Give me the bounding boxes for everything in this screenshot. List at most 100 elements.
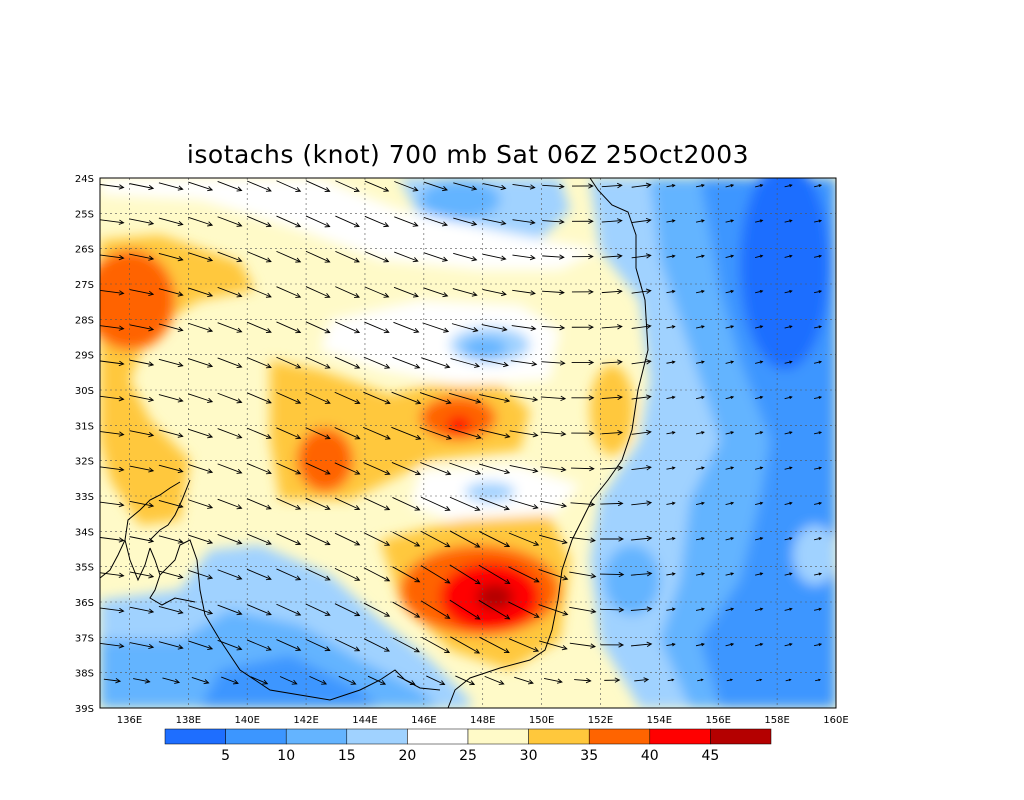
wind-arrow (129, 430, 155, 438)
latitude-tick-label: 36S (75, 598, 94, 609)
wind-arrow (129, 359, 155, 367)
wind-arrow (309, 675, 328, 685)
longitude-tick-label: 144E (352, 715, 377, 726)
map-title: isotachs (knot) 700 mb Sat 06Z 25Oct2003 (186, 140, 750, 169)
wind-arrow (814, 607, 823, 611)
wind-arrow (666, 325, 676, 329)
wind-arrow (755, 184, 764, 188)
isotach-10-15-north (420, 180, 500, 220)
wind-arrow (129, 218, 155, 226)
wind-arrow (100, 325, 125, 331)
wind-arrow (217, 534, 243, 545)
wind-arrow (630, 606, 653, 612)
wind-arrow (666, 466, 676, 470)
wind-arrow (334, 638, 361, 652)
wind-arrow (392, 531, 421, 547)
wind-arrow (601, 430, 624, 436)
wind-arrow (601, 359, 623, 365)
wind-arrow (452, 288, 478, 297)
wind-arrow (305, 286, 331, 298)
wind-arrow (335, 321, 361, 334)
coastline-segment (149, 574, 196, 606)
colorbar-label: 40 (641, 748, 659, 764)
wind-arrow (666, 183, 676, 188)
wind-arrow (541, 325, 566, 331)
wind-arrow (755, 325, 764, 329)
wind-arrow (601, 500, 624, 507)
colorbar-label: 5 (221, 748, 230, 764)
wind-arrow (666, 536, 676, 541)
wind-arrow (364, 251, 390, 263)
wind-arrow (276, 568, 302, 581)
wind-arrow (158, 535, 184, 544)
wind-arrow (634, 677, 650, 683)
wind-arrow (363, 356, 391, 369)
wind-arrow (631, 394, 652, 400)
wind-arrow (784, 184, 793, 188)
wind-arrow (217, 216, 243, 227)
isotach-below-5-east (740, 178, 830, 370)
wind-arrow (449, 530, 481, 548)
wind-arrow (814, 466, 823, 470)
coastline (100, 178, 649, 708)
wind-arrow (392, 356, 421, 369)
wind-arrow (367, 675, 387, 685)
wind-arrow (755, 537, 764, 541)
wind-arrow (784, 325, 793, 329)
wind-arrow (695, 325, 705, 329)
wind-arrow (785, 678, 792, 682)
colorbar-label: 45 (701, 748, 719, 764)
wind-arrow (420, 496, 451, 511)
wind-arrow (539, 640, 568, 651)
wind-arrow (814, 501, 823, 505)
wind-arrow (394, 251, 419, 263)
wind-arrow (217, 569, 243, 580)
wind-arrow (100, 642, 125, 649)
wind-arrow (188, 534, 214, 545)
wind-arrow (188, 181, 214, 192)
wind-arrow (305, 462, 331, 475)
latitude-labels: 24S 25S 26S 27S 28S 29S 30S 31S 32S 33S 34S 35S 36S 3… (75, 174, 94, 715)
wind-arrow (755, 289, 764, 294)
map-frame (99, 177, 837, 709)
wind-arrow (512, 254, 536, 261)
wind-arrow (188, 358, 214, 368)
colorbar-swatch (285, 728, 348, 745)
latitude-tick-label: 39S (75, 704, 94, 715)
wind-arrow (188, 252, 214, 262)
wind-arrow (276, 321, 302, 334)
wind-arrow (695, 536, 705, 541)
wind-arrow (129, 536, 155, 544)
wind-arrow (423, 216, 448, 227)
wind-arrow (784, 501, 793, 506)
wind-arrow (305, 356, 331, 369)
wind-arrow (666, 642, 676, 647)
wind-arrow (129, 289, 155, 297)
wind-arrow (509, 430, 539, 438)
wind-arrow (815, 678, 822, 682)
wind-arrow (394, 181, 419, 192)
wind-arrow (725, 254, 735, 258)
wind-arrow (631, 182, 652, 188)
wind-arrow (814, 254, 823, 258)
wind-arrow (484, 675, 505, 685)
wind-arrow (158, 252, 184, 262)
isotach-10-15-center (463, 338, 507, 358)
wind-arrow (666, 219, 676, 223)
wind-arrow (422, 322, 450, 333)
wind-arrow (725, 184, 735, 188)
wind-arrow (512, 183, 536, 190)
wind-arrow (335, 250, 360, 263)
wind-arrow (512, 289, 536, 296)
wind-arrow (572, 218, 594, 224)
wind-arrow (276, 180, 302, 192)
wind-arrow (725, 607, 735, 611)
wind-arrow (100, 254, 125, 261)
wind-arrow (246, 215, 272, 228)
wind-arrow (158, 500, 184, 509)
wind-arrow (158, 464, 184, 474)
wind-arrow (666, 501, 676, 506)
wind-arrow (601, 218, 623, 224)
wind-arrow (478, 599, 511, 620)
wind-arrow (726, 678, 734, 682)
